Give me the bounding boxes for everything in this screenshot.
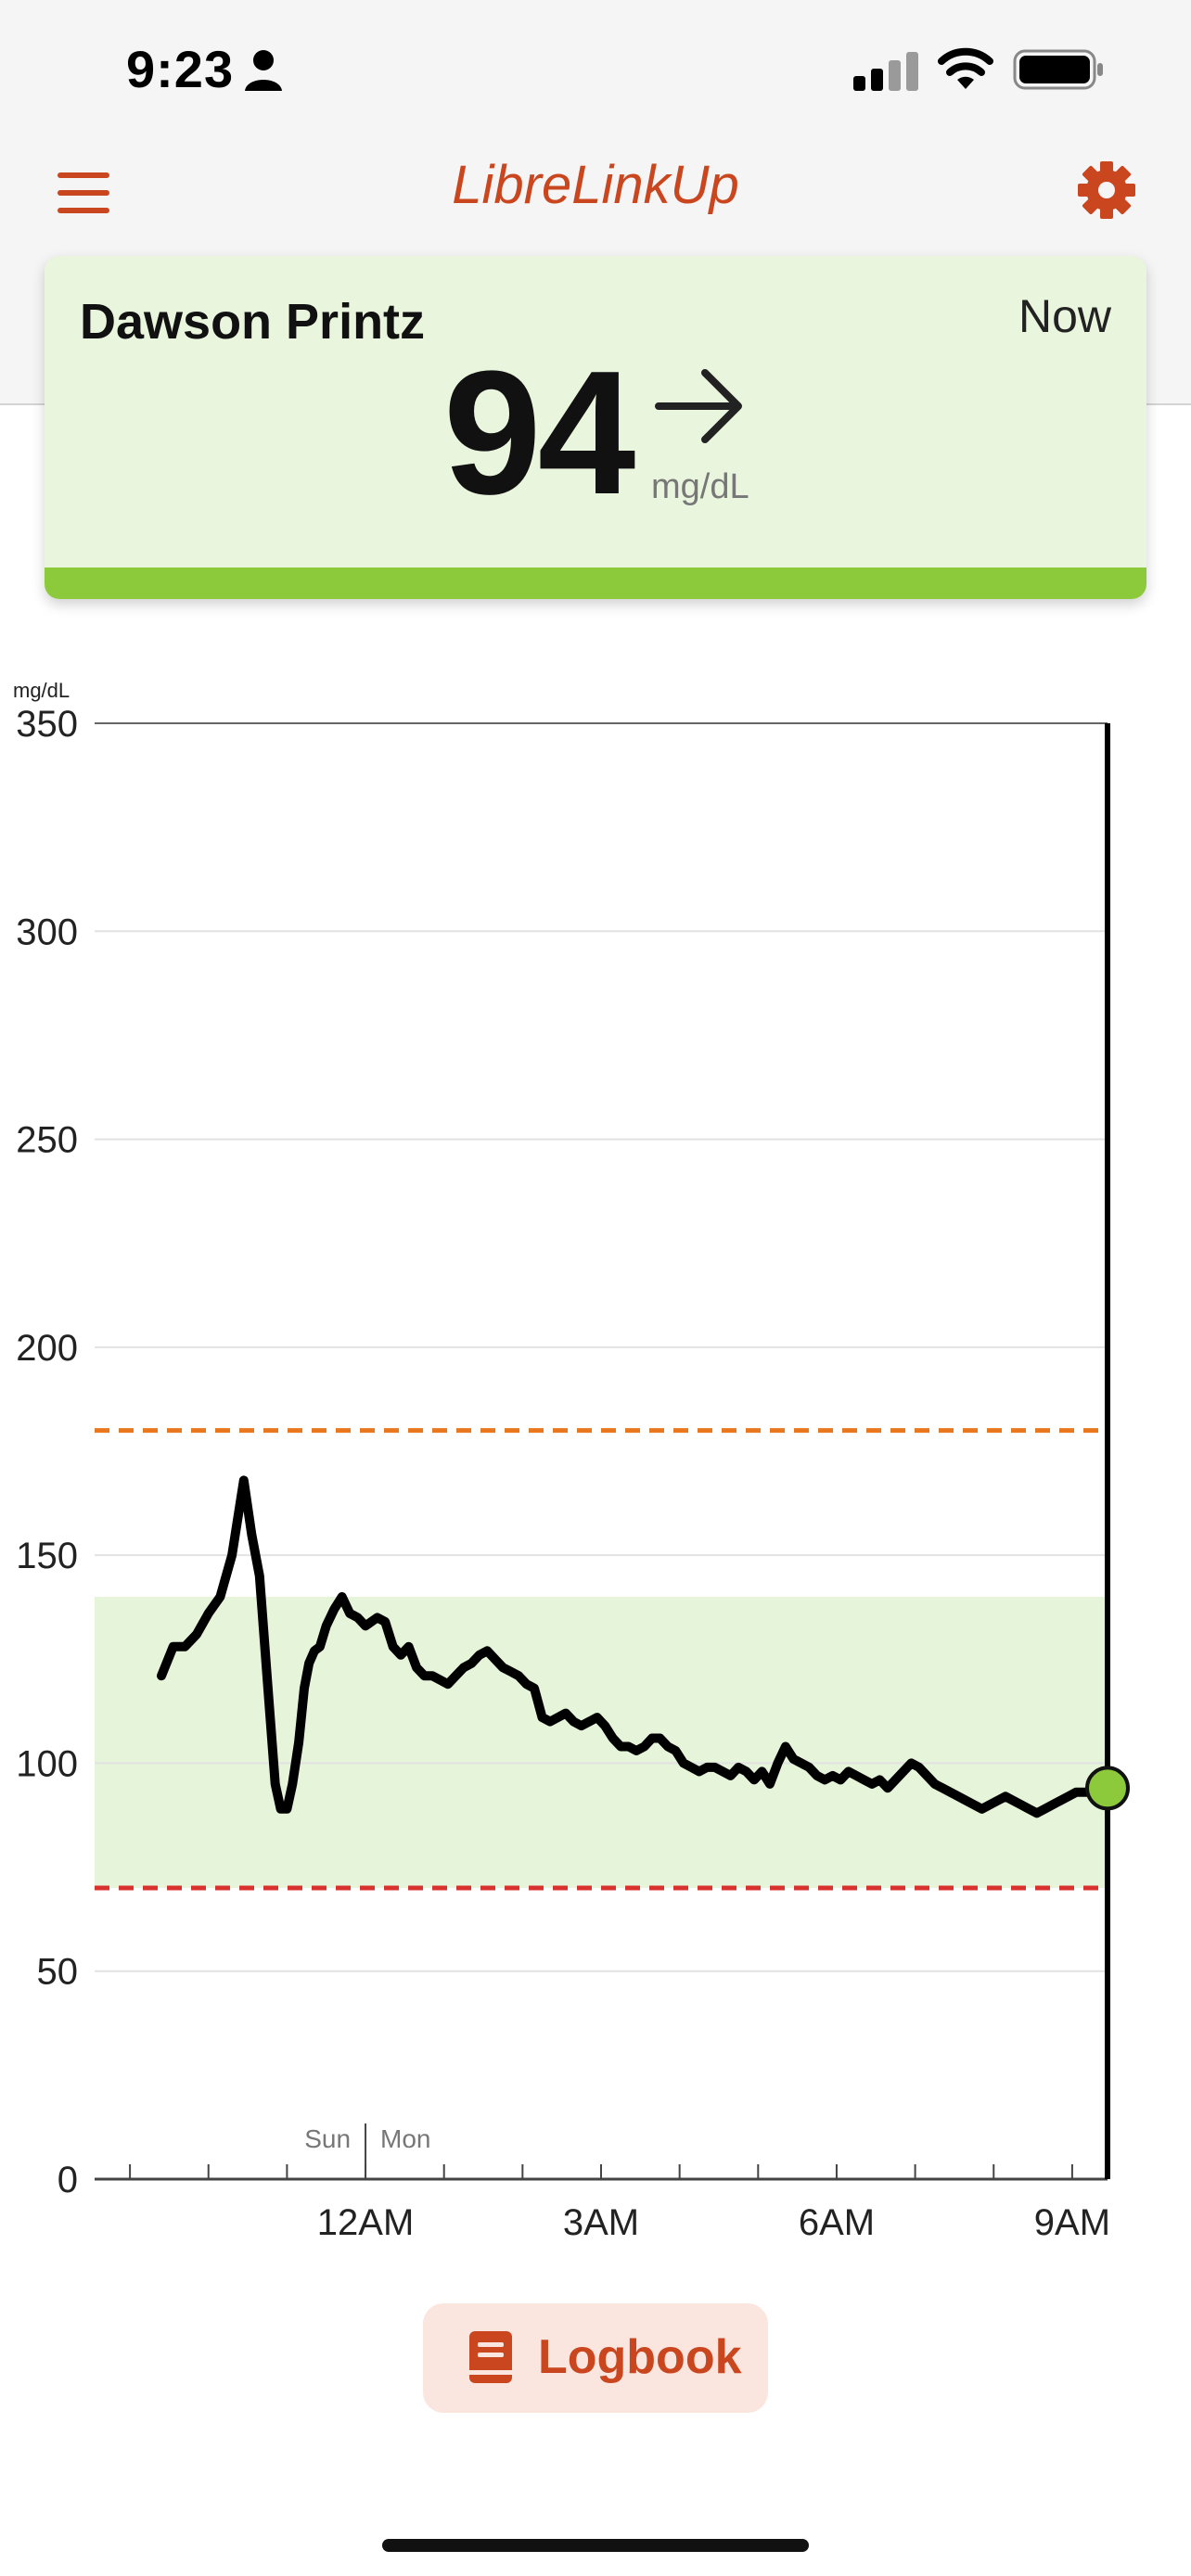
x-tick-label: 3AM: [563, 2202, 639, 2243]
book-icon: [469, 2331, 512, 2383]
menu-button[interactable]: [54, 167, 113, 219]
battery-icon: [1013, 49, 1103, 90]
y-tick-label: 50: [37, 1952, 79, 1993]
glucose-chart[interactable]: 350 300 250 200 150 100 50 0 mg/dL Sun Mon 12AM 3AM 6…: [0, 668, 1191, 2263]
y-tick-label: 250: [16, 1120, 78, 1161]
status-bar: 9:23: [0, 0, 1191, 139]
home-indicator[interactable]: [382, 2539, 809, 2552]
reading-time: Now: [1018, 290, 1111, 342]
glucose-value: 94: [443, 335, 635, 531]
target-range-band: [95, 1597, 1108, 1888]
y-tick-label: 150: [16, 1536, 78, 1576]
day-label: Mon: [380, 2124, 430, 2153]
glucose-series-line: [157, 1475, 1112, 1818]
logbook-label: Logbook: [538, 2330, 742, 2384]
x-tick-label: 9AM: [1034, 2202, 1110, 2243]
logbook-button[interactable]: Logbook: [423, 2303, 768, 2413]
patient-name: Dawson Printz: [80, 294, 426, 350]
y-tick-label: 0: [58, 2160, 78, 2200]
y-tick-label: 300: [16, 912, 78, 952]
y-tick-label: 200: [16, 1328, 78, 1369]
wifi-icon: [938, 47, 993, 89]
y-tick-label: 350: [16, 704, 78, 745]
glucose-unit: mg/dL: [651, 467, 749, 506]
x-tick-label: 12AM: [317, 2202, 415, 2243]
current-reading-point[interactable]: [1085, 1766, 1130, 1811]
app-title: LibreLinkUp: [452, 155, 739, 215]
gear-icon[interactable]: [1076, 159, 1137, 221]
cellular-signal-icon: [853, 52, 918, 91]
person-icon: [245, 50, 282, 91]
y-tick-label: 100: [16, 1743, 78, 1784]
day-label: Sun: [304, 2124, 351, 2153]
status-time: 9:23: [126, 40, 235, 98]
glucose-reading-card[interactable]: Dawson Printz Now 94 mg/dL: [45, 256, 1146, 599]
y-axis-unit: mg/dL: [13, 679, 70, 702]
arrow-right-icon: [655, 369, 742, 443]
status-band: [45, 567, 1146, 599]
x-tick-label: 6AM: [799, 2202, 875, 2243]
